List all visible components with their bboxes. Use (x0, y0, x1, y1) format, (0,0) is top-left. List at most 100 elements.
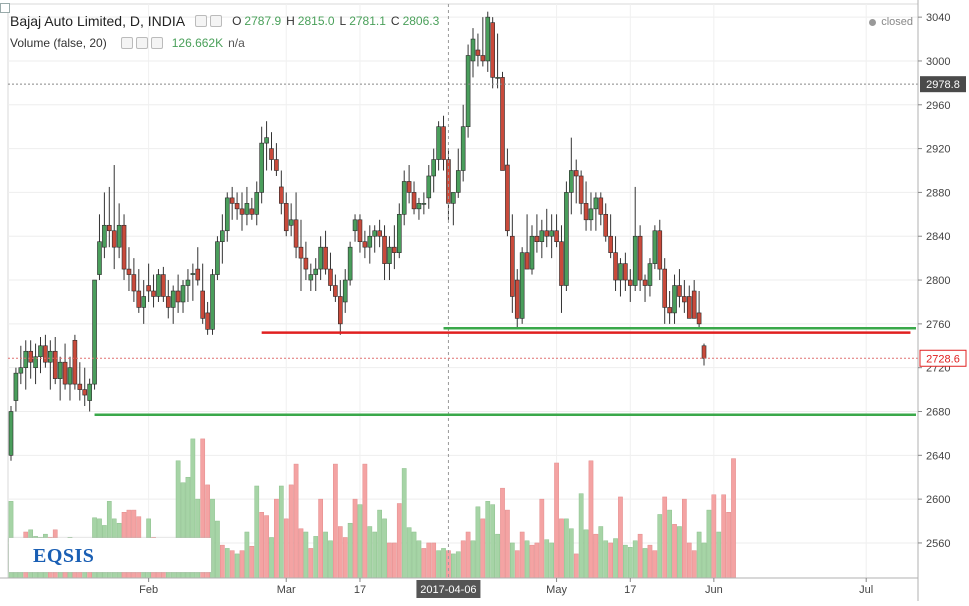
volume-bar (298, 528, 304, 579)
candle-body (283, 203, 289, 232)
candle-body (264, 137, 269, 144)
volume-bar (608, 542, 613, 579)
candle-body (495, 77, 500, 79)
candle-body (573, 170, 579, 177)
volume-bar (711, 494, 717, 579)
volume-bar (303, 531, 309, 579)
volume-bar (382, 518, 387, 579)
candle-body (175, 290, 181, 303)
candle-body (514, 279, 520, 319)
candle-body (588, 208, 594, 221)
volume-bar (441, 548, 446, 579)
collapse-button[interactable] (0, 3, 10, 13)
volume-bar (288, 484, 294, 579)
candle-body (642, 279, 648, 286)
candle-body (441, 126, 446, 160)
volume-bar (352, 498, 358, 579)
volume-bar (377, 509, 382, 579)
candle-body (578, 175, 584, 204)
volume-value: 126.662K (171, 36, 224, 50)
y-tick-label: 2600 (926, 494, 950, 506)
candle-body (549, 230, 554, 237)
eye-icon[interactable] (195, 15, 208, 27)
gear-icon[interactable] (210, 15, 223, 27)
candle-body (288, 219, 294, 226)
volume-bar (696, 531, 702, 579)
candlesticks (8, 11, 707, 461)
candle-body (220, 230, 225, 243)
price-tag: 2978.8 (926, 79, 960, 91)
volume-bar (436, 550, 441, 579)
logo-box: EQSIS (9, 538, 211, 572)
y-tick-label: 2840 (926, 231, 950, 243)
volume-bar (215, 520, 220, 579)
candle-body (274, 159, 279, 171)
volume-bar (274, 498, 279, 579)
candle-body (229, 197, 235, 204)
candle-body (136, 290, 142, 308)
volume-bar (465, 531, 471, 579)
x-tick-label: 17 (354, 584, 366, 596)
crosshair-date-label: 2017-04-06 (420, 584, 476, 596)
y-tick-label: 2920 (926, 144, 950, 156)
candle-body (455, 170, 461, 193)
volume-bar (392, 542, 397, 579)
eye-icon[interactable] (120, 37, 133, 49)
volume-bar (652, 550, 658, 579)
candle-body (28, 350, 33, 363)
candle-body (269, 148, 274, 160)
candle-body (121, 224, 127, 270)
close-icon[interactable] (150, 37, 163, 49)
candle-body (677, 285, 682, 297)
candle-body (279, 186, 284, 204)
gear-icon[interactable] (135, 37, 148, 49)
chart-title: Bajaj Auto Limited, D, INDIA (10, 13, 186, 29)
candle-body (156, 274, 161, 297)
status-text: closed (881, 16, 913, 28)
candle-body (362, 241, 368, 248)
candle-body (696, 312, 702, 325)
volume-bar (278, 485, 284, 579)
y-tick-label: 2560 (926, 538, 950, 550)
volume-bar (455, 551, 461, 579)
candle-body (18, 367, 24, 374)
candle-body (637, 235, 643, 281)
ohlc-open: O 2787.9 (232, 14, 281, 28)
volume-bar (677, 526, 682, 579)
high-label: H (286, 14, 295, 28)
candle-body (652, 230, 658, 264)
candle-body (259, 142, 264, 193)
candle-body (161, 274, 166, 297)
candle-body (38, 345, 43, 358)
candle-body (564, 192, 569, 286)
volume-bar (539, 498, 545, 579)
candle-body (131, 274, 137, 292)
candle-body (215, 241, 220, 275)
volume-bar (480, 518, 486, 579)
volume-bar (667, 509, 672, 579)
low-value: 2781.1 (349, 14, 386, 28)
volume-bar (372, 531, 378, 579)
candle-body (505, 164, 510, 232)
candle-body (421, 203, 427, 205)
candle-body (667, 307, 672, 314)
candle-body (539, 230, 545, 243)
candle-body (111, 230, 117, 248)
candle-body (352, 219, 358, 232)
candle-body (510, 235, 515, 297)
candle-body (392, 246, 397, 253)
volume-bar (396, 503, 402, 579)
close-value: 2806.3 (402, 14, 440, 28)
candle-body (618, 263, 623, 281)
volume-bar (500, 487, 505, 579)
volume-legend: Volume (false, 20) 126.662K n/a (10, 36, 245, 50)
candle-body (82, 389, 88, 396)
volume-bar (308, 548, 314, 579)
candle-body (465, 55, 471, 127)
volume-bar (593, 533, 599, 579)
candle-body (431, 159, 436, 177)
candle-body (406, 181, 412, 193)
